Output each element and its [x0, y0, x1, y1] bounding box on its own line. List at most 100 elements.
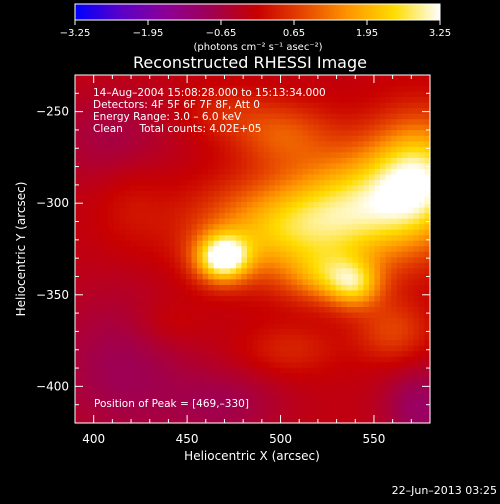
heatmap-cell — [296, 307, 304, 314]
heatmap-cell — [86, 295, 93, 303]
heatmap-cell — [374, 257, 381, 264]
heatmap-cell — [357, 229, 365, 236]
heatmap-cell — [296, 406, 304, 413]
heatmap-cell — [363, 312, 370, 319]
heatmap-cell — [86, 273, 93, 280]
heatmap-cell — [130, 108, 137, 115]
heatmap-cell — [407, 362, 414, 369]
heatmap-cell — [213, 246, 220, 253]
heatmap-cell — [368, 168, 376, 176]
heatmap-cell — [296, 240, 304, 247]
heatmap-cell — [352, 411, 359, 419]
heatmap-cell — [285, 152, 292, 159]
heatmap-cell — [108, 185, 115, 192]
heatmap-cell — [341, 323, 348, 330]
heatmap-cell — [258, 163, 265, 170]
heatmap-cell — [324, 334, 331, 341]
heatmap-cell — [324, 268, 331, 275]
heatmap-cell — [185, 224, 193, 231]
heatmap-cell — [97, 367, 104, 374]
heatmap-cell — [335, 97, 342, 104]
heatmap-cell — [124, 185, 132, 192]
heatmap-cell — [208, 185, 215, 192]
heatmap-cell — [396, 135, 403, 142]
heatmap-cell — [208, 240, 215, 247]
heatmap-cell — [324, 340, 331, 347]
heatmap-cell — [352, 135, 359, 142]
heatmap-cell — [385, 108, 392, 115]
heatmap-cell — [174, 295, 181, 303]
heatmap-cell — [197, 345, 204, 352]
heatmap-cell — [208, 152, 215, 159]
heatmap-cell — [97, 119, 104, 126]
heatmap-cell — [80, 351, 87, 358]
heatmap-cell — [158, 373, 165, 380]
heatmap-cell — [296, 273, 304, 280]
heatmap-cell — [424, 290, 431, 297]
heatmap-cell — [274, 163, 281, 170]
heatmap-cell — [313, 213, 320, 220]
heatmap-cell — [136, 329, 143, 336]
heatmap-cell — [307, 279, 315, 286]
heatmap-cell — [108, 273, 115, 280]
heatmap-cell — [352, 356, 359, 363]
heatmap-cell — [91, 168, 98, 176]
heatmap-cell — [374, 417, 381, 424]
heatmap-cell — [302, 356, 309, 363]
heatmap-cell — [346, 307, 353, 314]
heatmap-cell — [380, 240, 387, 247]
heatmap-cell — [235, 395, 243, 402]
heatmap-cell — [191, 80, 198, 87]
heatmap-cell — [219, 307, 226, 314]
heatmap-cell — [313, 406, 320, 413]
heatmap-cell — [402, 395, 409, 402]
heatmap-cell — [280, 301, 287, 308]
heatmap-cell — [346, 334, 353, 341]
heatmap-cell — [407, 146, 414, 153]
heatmap-cell — [380, 174, 387, 181]
heatmap-cell — [385, 351, 392, 358]
heatmap-cell — [91, 157, 98, 164]
heatmap-cell — [263, 356, 270, 363]
heatmap-cell — [319, 290, 326, 297]
heatmap-cell — [402, 163, 409, 170]
heatmap-cell — [374, 340, 381, 347]
heatmap-cell — [296, 384, 304, 391]
heatmap-cell — [141, 295, 148, 303]
heatmap-cell — [407, 124, 414, 131]
heatmap-cell — [357, 75, 365, 82]
heatmap-cell — [235, 351, 243, 358]
heatmap-cell — [213, 345, 220, 352]
heatmap-cell — [185, 202, 193, 209]
heatmap-cell — [147, 174, 154, 181]
heatmap-cell — [86, 279, 93, 286]
heatmap-cell — [208, 362, 215, 369]
heatmap-cell — [296, 378, 304, 385]
heatmap-cell — [274, 80, 281, 87]
heatmap-cell — [158, 152, 165, 159]
heatmap-cell — [391, 406, 398, 413]
heatmap-cell — [208, 406, 215, 413]
heatmap-cell — [113, 389, 120, 396]
heatmap-cell — [335, 168, 342, 176]
heatmap-cell — [424, 196, 431, 203]
heatmap-cell — [163, 113, 170, 120]
heatmap-cell — [152, 400, 159, 408]
heatmap-cell — [185, 235, 193, 242]
heatmap-cell — [296, 185, 304, 192]
heatmap-image — [75, 75, 431, 424]
heatmap-cell — [230, 246, 237, 253]
heatmap-cell — [86, 362, 93, 369]
heatmap-cell — [346, 174, 353, 181]
heatmap-cell — [407, 268, 414, 275]
heatmap-cell — [424, 279, 431, 286]
heatmap-cell — [280, 75, 287, 82]
heatmap-cell — [169, 345, 176, 352]
heatmap-cell — [241, 91, 248, 98]
heatmap-cell — [307, 229, 315, 236]
heatmap-cell — [280, 202, 287, 209]
heatmap-cell — [158, 246, 165, 253]
heatmap-cell — [147, 400, 154, 408]
heatmap-cell — [147, 135, 154, 142]
heatmap-cell — [285, 400, 292, 408]
